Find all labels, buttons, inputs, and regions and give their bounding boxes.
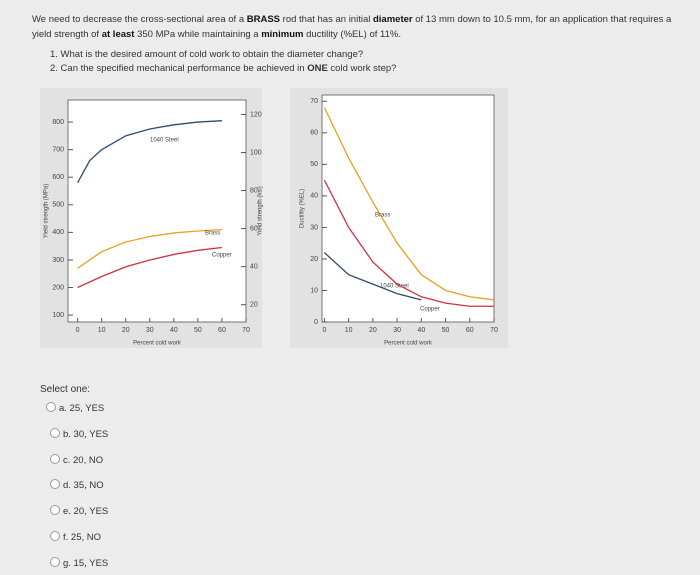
text: ONE <box>307 63 328 74</box>
radio[interactable] <box>50 531 60 541</box>
item: 1. What is the desired amount of cold wo… <box>50 49 364 60</box>
option[interactable]: e. 20, YES <box>50 505 108 517</box>
x-axis-label: Percent cold work <box>384 341 433 347</box>
option[interactable]: c. 20, NO <box>50 453 104 466</box>
series-line <box>77 120 222 184</box>
series-line <box>323 252 422 301</box>
y2-tick-label: 100 <box>250 149 262 156</box>
y2-tick-label: 40 <box>250 263 258 270</box>
radio[interactable] <box>50 505 60 516</box>
x-tick-label: 0 <box>322 327 326 334</box>
y-tick-label: 10 <box>310 287 318 294</box>
x-tick-label: 40 <box>417 327 425 334</box>
series-label: Brass <box>205 231 220 237</box>
series-label: Brass <box>375 213 390 219</box>
x-tick-label: 60 <box>218 327 226 334</box>
y-tick-label: 800 <box>52 119 64 126</box>
x-tick-label: 10 <box>98 327 106 334</box>
option[interactable]: g. 15, YES <box>50 556 109 569</box>
series-line <box>323 179 494 307</box>
x-tick-label: 30 <box>393 327 401 334</box>
x-tick-label: 20 <box>369 327 377 334</box>
y2-tick-label: 120 <box>250 111 262 118</box>
series-label: Copper <box>212 253 232 259</box>
text: We need to decrease the cross-sectional … <box>32 14 247 25</box>
plot-area <box>67 99 247 323</box>
option-label: c. 20, NO <box>63 454 104 466</box>
x-tick-label: 70 <box>490 327 498 334</box>
option[interactable]: a. 25, YES <box>46 402 104 414</box>
option-label: e. 20, YES <box>63 506 109 518</box>
item: 2. Can the specified mechanical performa… <box>50 62 396 76</box>
y-axis-label: Ductility (%EL) <box>300 189 306 228</box>
option-label: d. 35, NO <box>63 480 104 492</box>
x-tick-label: 20 <box>122 327 130 334</box>
x-tick-label: 10 <box>345 327 353 334</box>
y-axis-label: Yield strength (MPa) <box>44 184 50 238</box>
y2-tick-label: 80 <box>250 187 258 194</box>
series-label: 1040 Steel <box>380 284 409 290</box>
option-label: g. 15, YES <box>63 557 109 569</box>
series-line <box>323 107 495 301</box>
option-label: a. 25, YES <box>59 403 105 414</box>
text: 350 MPa while maintaining a <box>134 29 262 40</box>
y-tick-label: 600 <box>52 174 64 181</box>
y-tick-label: 100 <box>52 312 64 319</box>
question: We need to decrease the cross-sectional … <box>32 12 692 42</box>
option[interactable]: b. 30, YES <box>50 427 109 440</box>
text: minimum <box>261 29 304 40</box>
y-tick-label: 70 <box>310 98 318 105</box>
x-axis-label: Percent cold work <box>133 341 182 347</box>
x-tick-label: 50 <box>194 327 202 334</box>
y-tick-label: 50 <box>310 161 318 168</box>
radio[interactable] <box>50 556 60 567</box>
y2-tick-label: 60 <box>250 225 258 232</box>
x-tick-label: 50 <box>442 327 450 334</box>
text: ductility (%EL) of 11%. <box>303 29 401 40</box>
text: rod that has an initial <box>280 14 373 25</box>
y-tick-label: 700 <box>52 146 64 153</box>
y-tick-label: 500 <box>52 202 64 209</box>
series-label: Copper <box>420 307 440 313</box>
radio[interactable] <box>50 479 60 490</box>
text: BRASS <box>246 14 281 25</box>
y-tick-label: 200 <box>52 284 64 291</box>
text: of 13 mm down to 10.5 mm, for an applica… <box>32 14 672 40</box>
y-tick-label: 400 <box>52 229 64 236</box>
radio[interactable] <box>50 427 60 438</box>
series-line <box>77 228 222 269</box>
y2-tick-label: 20 <box>250 302 258 309</box>
series-line <box>77 246 223 289</box>
y-tick-label: 0 <box>314 319 318 326</box>
text: cold work step? <box>327 63 397 74</box>
x-tick-label: 30 <box>146 327 154 334</box>
option[interactable]: f. 25, NO <box>50 531 101 543</box>
radio[interactable] <box>50 453 60 464</box>
option-label: b. 30, YES <box>63 428 109 440</box>
y-tick-label: 60 <box>310 130 318 137</box>
radio[interactable] <box>46 402 56 412</box>
text: 2. Can the specified mechanical performa… <box>50 63 308 74</box>
y2-axis-label: Yield strength (ksi) <box>258 186 264 235</box>
x-tick-label: 40 <box>170 327 178 334</box>
option-label: f. 25, NO <box>63 532 102 543</box>
x-tick-label: 0 <box>76 327 80 334</box>
series-label: 1040 Steel <box>150 138 179 144</box>
y-tick-label: 300 <box>52 257 64 264</box>
select-label: Select one: <box>40 384 91 395</box>
text: at least <box>101 29 135 40</box>
question-items: 1. What is the desired amount of cold wo… <box>50 48 396 76</box>
x-tick-label: 60 <box>466 327 474 334</box>
x-tick-label: 70 <box>242 327 250 334</box>
text: diameter <box>372 14 413 25</box>
plot-area <box>321 94 495 323</box>
y-tick-label: 30 <box>310 224 318 231</box>
y-tick-label: 40 <box>310 193 318 200</box>
y-tick-label: 20 <box>310 256 318 263</box>
option[interactable]: d. 35, NO <box>50 479 104 491</box>
